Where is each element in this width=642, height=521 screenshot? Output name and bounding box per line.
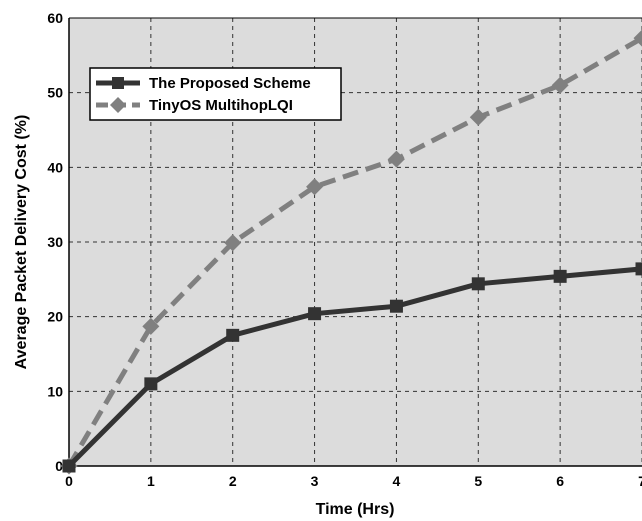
- y-tick-label: 40: [47, 159, 63, 175]
- data-point-tinyos: [224, 234, 242, 252]
- x-tick-label: 1: [147, 473, 155, 489]
- x-tick-label: 3: [311, 473, 319, 489]
- y-tick-label: 30: [47, 234, 63, 250]
- tick-labels: 0 1 2 3 4 5 6 7 0 10 20 30 40 50 60: [47, 10, 642, 489]
- y-axis-label: Average Packet Delivery Cost (%): [13, 115, 30, 370]
- data-point-tinyos: [387, 150, 405, 168]
- data-point-proposed: [144, 377, 158, 391]
- data-point-proposed: [471, 277, 485, 291]
- data-point-proposed: [226, 328, 240, 342]
- legend: The Proposed Scheme TinyOS MultihopLQI: [89, 67, 342, 121]
- data-point-proposed: [389, 299, 403, 313]
- legend-label-tinyos: TinyOS MultihopLQI: [149, 97, 293, 114]
- y-tick-label: 60: [47, 10, 63, 26]
- data-point-tinyos: [306, 178, 324, 196]
- x-axis-label: Time (Hrs): [316, 501, 395, 518]
- x-tick-label: 2: [229, 473, 237, 489]
- x-tick-label: 5: [474, 473, 482, 489]
- legend-box: [89, 67, 342, 121]
- series-line-tinyos: [66, 35, 642, 468]
- data-point-tinyos: [142, 317, 160, 335]
- y-tick-label: 20: [47, 309, 63, 325]
- data-point-proposed: [635, 262, 642, 276]
- y-tick-label: 10: [47, 383, 63, 399]
- axes: [68, 17, 642, 467]
- legend-marker-tinyos: [110, 97, 126, 113]
- data-point-proposed: [62, 459, 76, 473]
- y-tick-label: 50: [47, 85, 63, 101]
- y-tick-label: 0: [55, 458, 63, 474]
- x-tick-label: 7: [638, 473, 642, 489]
- legend-marker-proposed: [112, 77, 124, 89]
- x-tick-label: 4: [393, 473, 401, 489]
- data-point-proposed: [308, 307, 322, 321]
- data-point-proposed: [553, 269, 567, 283]
- data-point-tinyos: [633, 29, 642, 47]
- data-point-tinyos: [469, 108, 487, 126]
- series-layer: [60, 29, 642, 475]
- data-point-tinyos: [551, 76, 569, 94]
- legend-label-proposed: The Proposed Scheme: [149, 75, 311, 92]
- x-tick-label: 6: [556, 473, 564, 489]
- series-line-proposed: [67, 266, 642, 468]
- x-tick-label: 0: [65, 473, 73, 489]
